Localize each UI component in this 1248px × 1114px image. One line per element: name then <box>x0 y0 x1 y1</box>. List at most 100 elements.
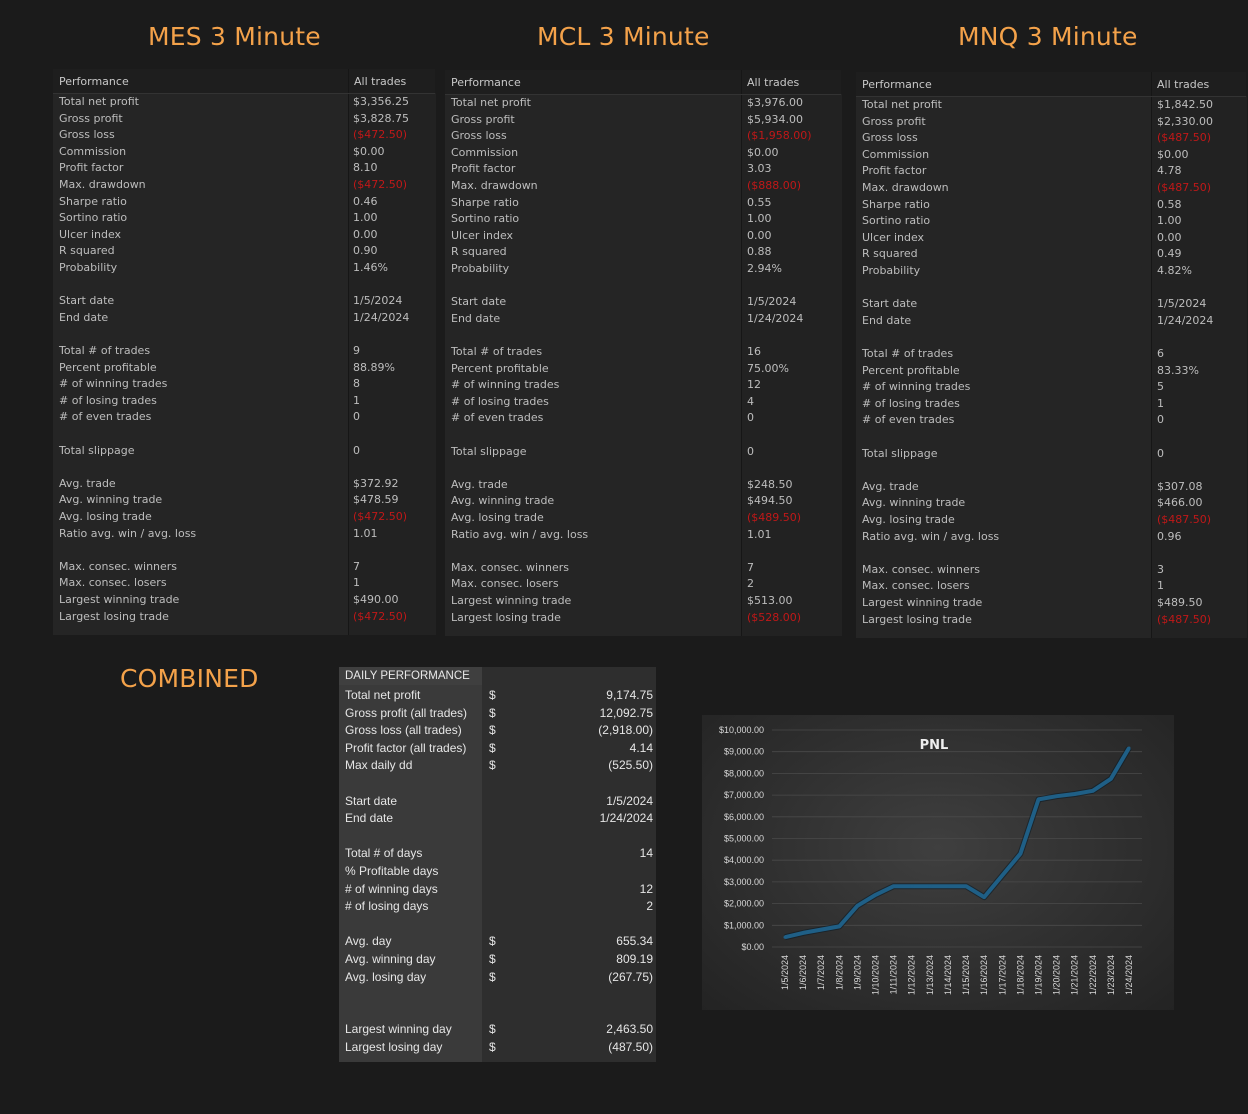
metric-label: Ratio avg. win / avg. loss <box>862 529 1000 543</box>
metric-label: Ulcer index <box>59 227 122 241</box>
metric-label: # of even trades <box>451 411 544 425</box>
metric-label: Start date <box>59 294 115 308</box>
pnl-data-point <box>946 884 950 888</box>
metric-value: 1 <box>353 576 360 590</box>
metric-row: Largest losing trade ($528.00) <box>445 611 841 627</box>
metric-label: # of losing trades <box>451 394 549 408</box>
metric-row: Commission $0.00 <box>856 148 1246 164</box>
spacer-row <box>53 427 435 443</box>
metric-label: Gross loss <box>862 131 918 145</box>
metric-label: Profit factor <box>451 162 516 176</box>
metric-label: Max. drawdown <box>451 179 538 192</box>
metric-label: Largest winning trade <box>59 593 180 606</box>
metric-row: Probability 2.94% <box>445 262 841 278</box>
all-trades-header: All trades <box>747 76 800 89</box>
metric-label: R squared <box>451 245 507 259</box>
metric-row: Commission $0.00 <box>445 146 841 162</box>
metric-value: ($472.50) <box>353 178 408 191</box>
combined-metric-value: 1/5/2024 <box>606 793 653 808</box>
combined-metric-label: # of winning days <box>345 881 438 896</box>
y-tick-label: $2,000.00 <box>724 899 764 909</box>
combined-metric-row: Total net profit $9,174.75 <box>339 687 656 704</box>
pnl-series-line <box>784 746 1131 940</box>
combined-metric-value: 1/24/2024 <box>599 811 653 826</box>
combined-metric-label: Avg. winning day <box>345 952 436 966</box>
metric-row: Total # of trades 9 <box>53 344 435 360</box>
metric-row: Sharpe ratio 0.46 <box>53 195 435 211</box>
y-tick-label: $9,000.00 <box>724 747 764 757</box>
metric-row: Max. consec. winners 7 <box>445 561 841 577</box>
metric-label: Gross profit <box>451 112 515 126</box>
mes-performance-panel: Performance All trades Total net profit $… <box>53 69 436 635</box>
metric-value: 0.00 <box>353 227 378 241</box>
metric-label: Largest winning trade <box>862 596 983 609</box>
metric-row: Avg. winning trade $478.59 <box>53 493 435 509</box>
chart-title: PNL <box>920 738 949 753</box>
metric-label: Percent profitable <box>862 363 960 377</box>
metric-value: ($489.50) <box>747 511 802 524</box>
metric-row: # of even trades 0 <box>445 411 841 427</box>
y-tick-label: $5,000.00 <box>724 834 764 844</box>
metric-value: 1 <box>353 393 360 407</box>
metric-row: Largest winning trade $513.00 <box>445 594 841 610</box>
all-trades-header: All trades <box>354 75 407 88</box>
metric-row: # of winning trades 12 <box>445 378 841 394</box>
metric-value: ($487.50) <box>1157 131 1212 145</box>
mes-title: MES 3 Minute <box>148 22 321 51</box>
metric-row: Total net profit $1,842.50 <box>856 98 1246 114</box>
metric-label: Sharpe ratio <box>451 195 519 209</box>
metric-row: Gross loss ($487.50) <box>856 131 1246 147</box>
metric-row: # of losing trades 1 <box>53 394 435 410</box>
metric-label: Sortino ratio <box>59 211 128 225</box>
metric-value: 3.03 <box>747 162 772 176</box>
metric-label: Largest losing trade <box>451 610 561 624</box>
performance-header: Performance <box>862 78 932 91</box>
metric-row: # of even trades 0 <box>53 410 435 426</box>
combined-metric-label: Largest losing day <box>345 1040 443 1054</box>
combined-metric-label: Profit factor (all trades) <box>345 740 467 755</box>
metric-label: Max. drawdown <box>59 178 146 191</box>
daily-performance-header: DAILY PERFORMANCE <box>339 667 482 685</box>
metric-label: Total # of trades <box>451 345 543 358</box>
metric-label: Commission <box>451 145 519 159</box>
combined-metric-value: (525.50) <box>608 758 653 773</box>
currency-symbol: $ <box>489 1040 496 1054</box>
metric-value: 1.00 <box>747 212 772 226</box>
metric-label: Percent profitable <box>451 361 549 375</box>
combined-metric-row: End date 1/24/2024 <box>339 810 656 827</box>
metric-label: End date <box>451 311 501 325</box>
metric-row: # of winning trades 8 <box>53 377 435 393</box>
spacer-row <box>445 544 841 560</box>
metric-value: 2.94% <box>747 262 782 275</box>
metric-label: Gross loss <box>451 129 507 143</box>
combined-metric-label: Total net profit <box>345 688 421 702</box>
metric-value: 9 <box>353 344 360 357</box>
metric-row: Gross profit $2,330.00 <box>856 115 1246 131</box>
currency-symbol: $ <box>489 952 496 966</box>
metric-label: Total # of trades <box>862 347 954 360</box>
metric-row: Probability 1.46% <box>53 261 435 277</box>
y-tick-label: $1,000.00 <box>724 920 764 930</box>
metric-value: ($1,958.00) <box>747 129 812 143</box>
metric-row: Commission $0.00 <box>53 145 435 161</box>
metric-label: # of losing trades <box>862 396 960 410</box>
metric-label: Commission <box>862 147 930 161</box>
metric-value: 1.46% <box>353 261 388 274</box>
metric-row: Start date 1/5/2024 <box>856 297 1246 313</box>
pnl-data-point <box>1109 777 1113 781</box>
metric-value: ($472.50) <box>353 609 408 623</box>
metric-value: $3,828.75 <box>353 111 409 125</box>
pnl-data-point <box>1036 797 1040 801</box>
combined-daily-performance-table: DAILY PERFORMANCE Total net profit $9,174… <box>339 667 656 1062</box>
pnl-data-point <box>874 893 878 897</box>
combined-metric-value: 809.19 <box>616 952 653 966</box>
combined-metric-label: Total # of days <box>345 846 423 861</box>
metric-label: Ratio avg. win / avg. loss <box>451 527 589 541</box>
spacer-row <box>53 278 435 294</box>
metric-value: 1/24/2024 <box>353 310 410 324</box>
metric-value: 6 <box>1157 347 1164 360</box>
x-tick-label: 1/13/2024 <box>925 955 935 995</box>
metric-value: $5,934.00 <box>747 112 803 126</box>
metric-value: $3,976.00 <box>747 96 803 109</box>
combined-title: COMBINED <box>120 664 259 693</box>
